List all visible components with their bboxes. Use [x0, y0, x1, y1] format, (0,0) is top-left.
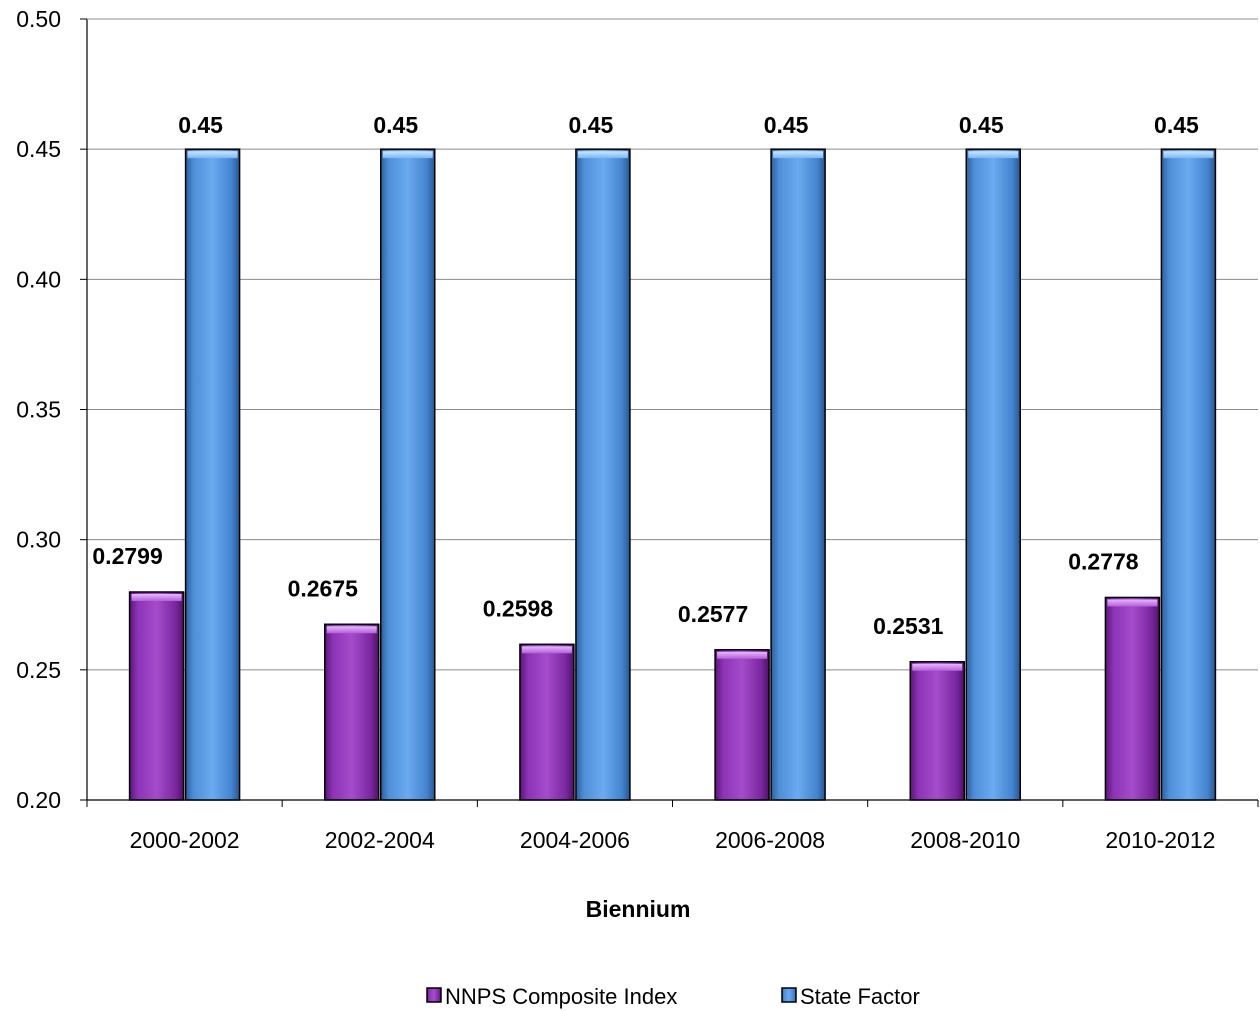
- x-tick-label: 2004-2006: [520, 827, 630, 853]
- data-labels: 0.2799 0.45 0.2675 0.45 0.2598 0.45 0.2577 0.45…: [92, 112, 1199, 639]
- bars: [128, 148, 1217, 801]
- bar-state-factor: [1160, 148, 1217, 801]
- y-tick-label: 0.20: [16, 787, 61, 813]
- bar-nnps: [519, 643, 575, 801]
- x-tick-label: 2010-2012: [1105, 827, 1215, 853]
- data-label-nnps: 0.2778: [1068, 548, 1139, 574]
- bar-cap-nnps: [521, 646, 572, 654]
- data-label-state-factor: 0.45: [1154, 112, 1199, 138]
- legend-item-state-factor: State Factor: [781, 984, 920, 1009]
- legend-label-nnps: NNPS Composite Index: [445, 984, 677, 1009]
- data-label-state-factor: 0.45: [373, 112, 418, 138]
- bar-cap-state-factor: [968, 151, 1019, 159]
- data-label-nnps: 0.2598: [483, 595, 554, 621]
- bar-cap-nnps: [131, 593, 182, 601]
- bar-state-factor: [770, 148, 826, 801]
- bar-cap-state-factor: [187, 151, 238, 159]
- x-tick-label: 2008-2010: [910, 827, 1020, 853]
- data-label-state-factor: 0.45: [764, 112, 809, 138]
- bar-cap-state-factor: [382, 151, 433, 159]
- bar-state-factor: [575, 148, 631, 801]
- bar-state-factor: [380, 148, 436, 801]
- legend-swatch-state-factor: [781, 987, 797, 1003]
- bar-nnps: [714, 649, 770, 801]
- data-label-state-factor: 0.45: [178, 112, 223, 138]
- legend-swatch-nnps: [426, 987, 442, 1003]
- x-axis-title: Biennium: [586, 896, 691, 922]
- axes: 0.20 0.25 0.30 0.35 0.40 0.45 0.50 2000-2002 200…: [16, 6, 1259, 853]
- data-label-state-factor: 0.45: [569, 112, 614, 138]
- y-tick-label: 0.30: [16, 527, 61, 553]
- data-label-nnps: 0.2675: [288, 575, 359, 601]
- bar-cap-nnps: [912, 663, 963, 671]
- y-tick-label: 0.25: [16, 657, 61, 683]
- legend-item-nnps: NNPS Composite Index: [426, 984, 677, 1009]
- bar-nnps: [909, 661, 965, 801]
- data-label-state-factor: 0.45: [959, 112, 1004, 138]
- x-tick-label: 2002-2004: [325, 827, 435, 853]
- bar-state-factor: [965, 148, 1021, 801]
- x-tick-label: 2000-2002: [130, 827, 240, 853]
- y-tick-label: 0.40: [16, 266, 61, 292]
- bar-cap-nnps: [1107, 599, 1158, 607]
- bar-cap-nnps: [326, 626, 377, 634]
- bar-cap-state-factor: [773, 151, 824, 159]
- legend: NNPS Composite Index State Factor: [426, 984, 920, 1009]
- y-tick-label: 0.50: [16, 6, 61, 32]
- data-label-nnps: 0.2577: [678, 601, 748, 627]
- y-tick-label: 0.45: [16, 136, 61, 162]
- bar-nnps: [324, 623, 380, 801]
- bar-cap-state-factor: [577, 151, 628, 159]
- y-tick-label: 0.35: [16, 397, 61, 423]
- data-label-nnps: 0.2531: [873, 613, 944, 639]
- bar-nnps: [1104, 596, 1161, 801]
- legend-label-state-factor: State Factor: [800, 984, 920, 1009]
- bar-state-factor: [184, 148, 241, 801]
- bar-cap-nnps: [717, 651, 768, 659]
- bar-nnps: [128, 591, 185, 801]
- x-tick-label: 2006-2008: [715, 827, 825, 853]
- bar-cap-state-factor: [1163, 151, 1214, 159]
- data-label-nnps: 0.2799: [92, 543, 162, 569]
